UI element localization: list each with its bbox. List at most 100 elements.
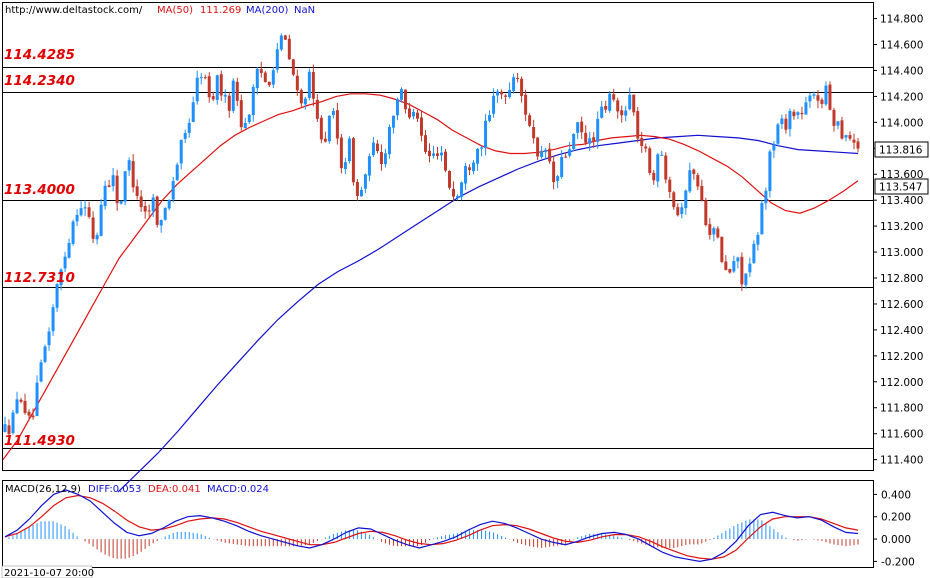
candle-bull: [59, 269, 63, 286]
macd-dea: DEA:0.041: [148, 484, 201, 495]
candle-bear: [856, 141, 860, 149]
candle-bear: [115, 175, 119, 204]
candle-bear: [840, 120, 844, 139]
candle-bull: [47, 331, 51, 346]
candle-bull: [55, 284, 59, 308]
candle-bear: [584, 132, 588, 143]
candle-bear: [552, 161, 556, 183]
macd-tick-label: 0.200: [881, 512, 911, 524]
price-tick-label: 111.400: [880, 455, 923, 467]
candle-bull: [608, 93, 612, 111]
candle-bull: [255, 68, 259, 89]
candle-bull: [95, 234, 99, 240]
candle-bear: [604, 106, 608, 110]
candle-bull: [279, 35, 283, 50]
candle-bull: [628, 94, 632, 110]
level-label-114-4285: 114.4285: [4, 47, 75, 63]
candle-bear: [139, 196, 143, 208]
candle-bear: [592, 137, 596, 142]
candle-bear: [452, 188, 456, 197]
candle-bull: [159, 220, 163, 226]
candle-bear: [644, 146, 648, 149]
candle-bear: [784, 118, 788, 130]
candle-bear: [311, 71, 315, 99]
macd-indicator: [4, 489, 859, 563]
candle-bear: [828, 84, 832, 110]
candle-bear: [299, 90, 303, 104]
price-panel[interactable]: [2, 2, 874, 471]
candle-bull: [195, 77, 199, 102]
candle-bear: [87, 207, 91, 217]
candle-bear: [564, 156, 568, 158]
ma50-price-box: [874, 178, 929, 195]
candle-bear: [203, 77, 207, 79]
candle-bull: [712, 228, 716, 235]
candle-bear: [716, 228, 720, 238]
candle-bear: [468, 167, 472, 171]
price-tick-label: 114.000: [880, 117, 923, 129]
candle-bear: [291, 59, 295, 75]
level-label-111-4930: 111.4930: [4, 433, 75, 449]
candle-bull: [480, 147, 484, 149]
ma200-polyline: [117, 134, 859, 493]
candle-bear: [323, 138, 327, 142]
candle-bull: [476, 148, 480, 164]
price-tick-label: 112.600: [880, 299, 923, 311]
price-tick-label: 114.400: [880, 65, 923, 77]
candle-bear: [652, 172, 656, 181]
candle-bull: [127, 160, 131, 171]
candle-bull: [51, 307, 55, 332]
candle-bull: [363, 174, 367, 189]
candle-bull: [303, 98, 307, 105]
candle-bull: [568, 149, 572, 156]
candle-bear: [131, 161, 135, 188]
candle-bear: [620, 110, 624, 116]
candle-bull: [175, 164, 179, 181]
candle-bull: [63, 256, 67, 269]
candle-bear: [696, 175, 700, 187]
last-price-box: [874, 141, 929, 158]
candle-bear: [403, 89, 407, 110]
candle-bear: [612, 94, 616, 100]
candle-bull: [223, 94, 227, 97]
candle-bull: [103, 185, 107, 206]
candle-bear: [7, 425, 11, 435]
macd-tick-label: 0.000: [881, 534, 911, 546]
candle-bear: [375, 143, 379, 152]
candle-bull: [271, 70, 275, 85]
candle-bull: [760, 203, 764, 235]
candle-bull: [231, 80, 235, 111]
candle-bull: [496, 91, 500, 96]
candle-bear: [708, 224, 712, 235]
macd-tick-label: -0.200: [881, 556, 915, 568]
candle-bear: [436, 153, 440, 156]
macd-panel[interactable]: [2, 480, 874, 568]
candle-bull: [600, 106, 604, 118]
candle-bear: [27, 411, 31, 416]
candle-bull: [588, 138, 592, 144]
candle-bull: [736, 257, 740, 262]
level-label-114-2340: 114.2340: [4, 73, 75, 89]
candle-bull: [75, 215, 79, 222]
candle-bull: [191, 102, 195, 123]
candle-bear: [107, 185, 111, 187]
candle-bull: [179, 139, 183, 164]
candle-bull: [780, 118, 784, 125]
candle-bull: [275, 49, 279, 70]
candle-bear: [263, 72, 267, 83]
candle-bear: [295, 75, 299, 91]
macd-axis: 0.400 0.200 0.000 -0.200: [873, 489, 915, 568]
ma50-label: MA(50): [157, 5, 193, 16]
price-tick-label: 113.600: [880, 169, 923, 181]
candle-bull: [624, 110, 628, 116]
level-label-113-4000: 113.4000: [4, 182, 75, 198]
candle-bull: [732, 261, 736, 272]
candle-bear: [19, 399, 23, 402]
candle-bear: [444, 151, 448, 171]
candle-bull: [343, 162, 347, 169]
site-url: http://www.deltastock.com/: [5, 5, 143, 16]
candle-bear: [672, 192, 676, 208]
candle-bear: [147, 210, 151, 212]
candle-bear: [211, 96, 215, 100]
